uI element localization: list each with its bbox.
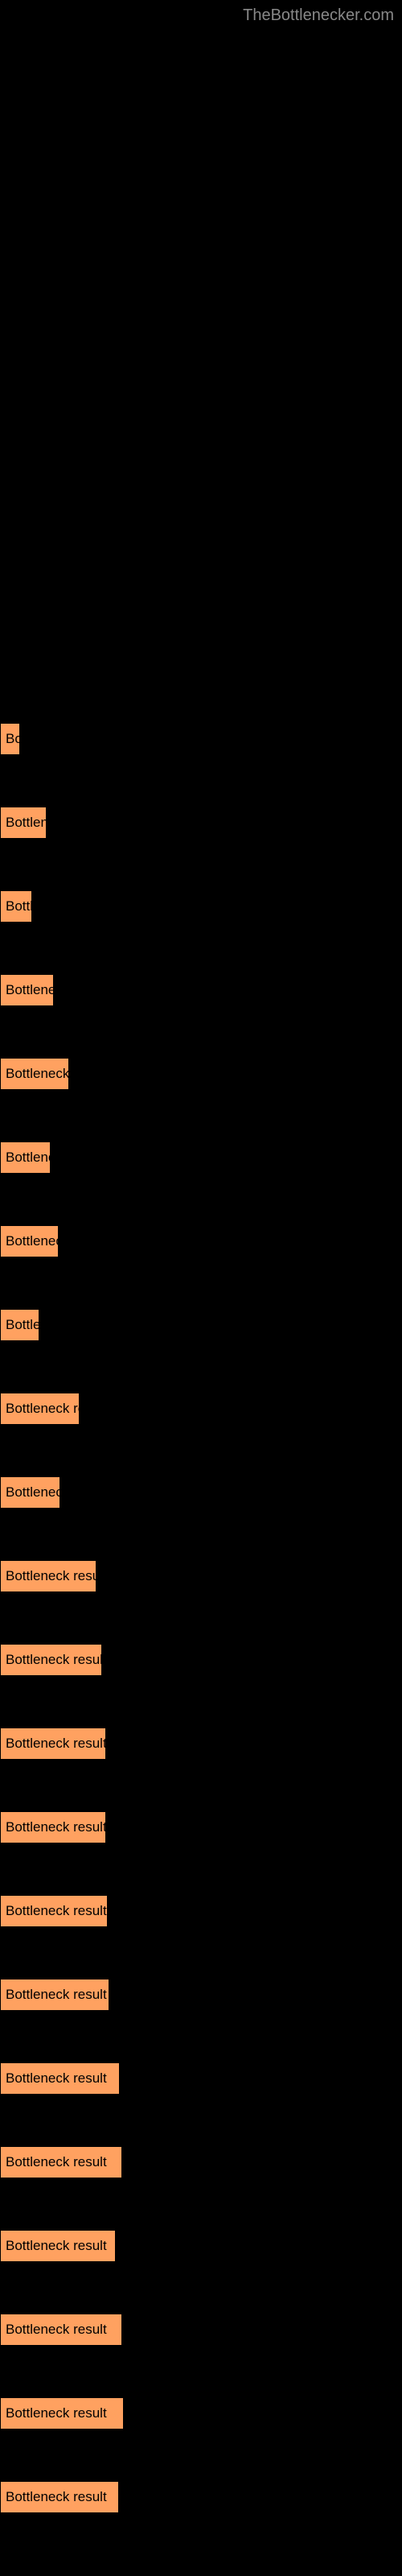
bar-row: Bottleneck result <box>0 1203 402 1286</box>
bar-row: Bottleneck result <box>0 2124 402 2207</box>
bar: Bottleneck result <box>0 1476 60 1509</box>
bar-row: Bottleneck result <box>0 1035 402 1119</box>
bar-row: Bottleneck result <box>0 784 402 868</box>
bar-row: Bottleneck result <box>0 1705 402 1789</box>
bar-row: Bottleneck result <box>0 1119 402 1203</box>
bar-row: Bottleneck result <box>0 2458 402 2542</box>
bar: Bottleneck result <box>0 1979 109 2011</box>
bar: Bottleneck result <box>0 1058 69 1090</box>
bar: Bottleneck result <box>0 807 47 839</box>
bar: Bottleneck result <box>0 1644 102 1676</box>
bar: Bottleneck result <box>0 2314 122 2346</box>
bar-row: Bottleneck result <box>0 1286 402 1370</box>
bar-row: Bottleneck result <box>0 1621 402 1705</box>
bar: Bottleneck result <box>0 1225 59 1257</box>
bar: Bottleneck result <box>0 1309 39 1341</box>
bar-row: Bottleneck result <box>0 1872 402 1956</box>
bar-row: Bottleneck result <box>0 2207 402 2291</box>
bar-row: Bottleneck result <box>0 2291 402 2375</box>
bar: Bottleneck result <box>0 1811 106 1843</box>
bar-row: Bottleneck result <box>0 1789 402 1872</box>
bars-container: Bottleneck result Bottleneck result Bottle… <box>0 700 402 2542</box>
bar-row: Bottleneck result <box>0 1956 402 2040</box>
bar: Bottleneck result <box>0 1895 108 1927</box>
bar-row: Bottleneck result <box>0 868 402 952</box>
bar-row: Bottleneck result <box>0 1370 402 1454</box>
bar: Bottleneck result <box>0 2062 120 2095</box>
bar-row: Bottleneck result <box>0 1454 402 1538</box>
bar: Bottleneck result <box>0 2397 124 2429</box>
bar-row: Bottleneck result <box>0 2040 402 2124</box>
bar: Bottleneck result <box>0 723 20 755</box>
bar: Bottleneck result <box>0 974 54 1006</box>
bar: Bottleneck result <box>0 2230 116 2262</box>
bar-chart: Bottleneck result Bottleneck result Bottle… <box>0 0 402 2542</box>
bar-row: Bottleneck result <box>0 1538 402 1621</box>
bar: Bottleneck result <box>0 1728 106 1760</box>
bar: Bottleneck result <box>0 1393 80 1425</box>
bar: Bottleneck result <box>0 890 32 923</box>
bar-row: Bottleneck result <box>0 952 402 1035</box>
bar: Bottleneck result <box>0 1141 51 1174</box>
bar: Bottleneck result <box>0 1560 96 1592</box>
bar: Bottleneck result <box>0 2481 119 2513</box>
bar-row: Bottleneck result <box>0 700 402 784</box>
bar-row: Bottleneck result <box>0 2375 402 2458</box>
bar: Bottleneck result <box>0 2146 122 2178</box>
